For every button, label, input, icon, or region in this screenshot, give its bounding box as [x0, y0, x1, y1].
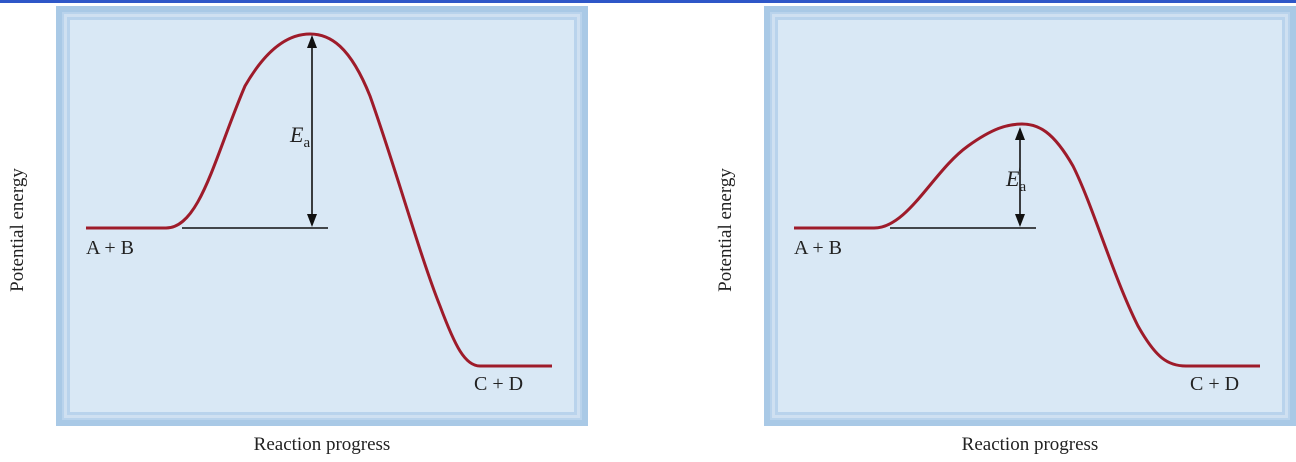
products-label: C + D [1190, 373, 1239, 395]
energy-diagram-catalyzed: Potential energy Ea′ A + B C + D Reactio… [708, 6, 1296, 462]
x-axis-label: Reaction progress [961, 434, 1099, 455]
energy-curve-svg: Ea A + B C + D [86, 32, 552, 395]
reactants-label: A + B [794, 237, 842, 259]
arrow-head-up [1015, 127, 1025, 140]
activation-energy-label: Ea′ [1005, 165, 1026, 195]
arrow-head-down [1015, 214, 1025, 227]
arrow-head-up [307, 35, 317, 48]
products-label: C + D [474, 373, 523, 395]
plot-frame [764, 6, 1296, 426]
energy-curve [794, 122, 1260, 368]
plot-frame [56, 6, 588, 426]
x-axis-label: Reaction progress [253, 434, 391, 455]
reactants-label: A + B [86, 237, 134, 259]
top-rule [0, 0, 1296, 3]
activation-energy-label: Ea [289, 122, 310, 151]
energy-curve [86, 32, 552, 368]
energy-curve-svg: Ea′ A + B C + D [794, 122, 1260, 395]
energy-diagram-uncatalyzed: Potential energy Ea A + B C + D Reaction… [0, 6, 720, 462]
arrow-head-down [307, 214, 317, 227]
